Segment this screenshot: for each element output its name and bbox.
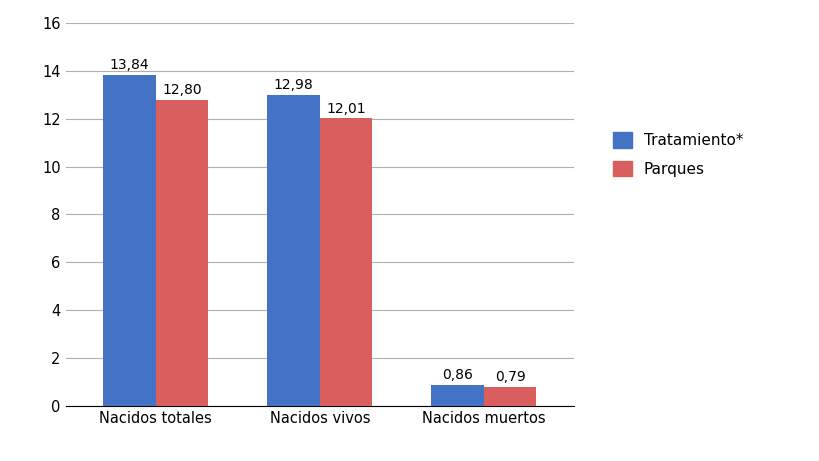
Legend: Tratamiento*, Parques: Tratamiento*, Parques [606, 126, 749, 183]
Bar [319, 118, 372, 406]
Bar [156, 100, 208, 406]
Text: 0,79: 0,79 [494, 370, 525, 384]
Text: 13,84: 13,84 [110, 58, 149, 72]
Bar [103, 75, 156, 406]
Text: 12,01: 12,01 [326, 101, 365, 116]
Text: 12,80: 12,80 [162, 83, 201, 97]
Text: 0,86: 0,86 [441, 368, 473, 382]
Bar [483, 387, 536, 406]
Bar [431, 385, 483, 406]
Bar [267, 95, 319, 406]
Text: 12,98: 12,98 [274, 78, 313, 92]
